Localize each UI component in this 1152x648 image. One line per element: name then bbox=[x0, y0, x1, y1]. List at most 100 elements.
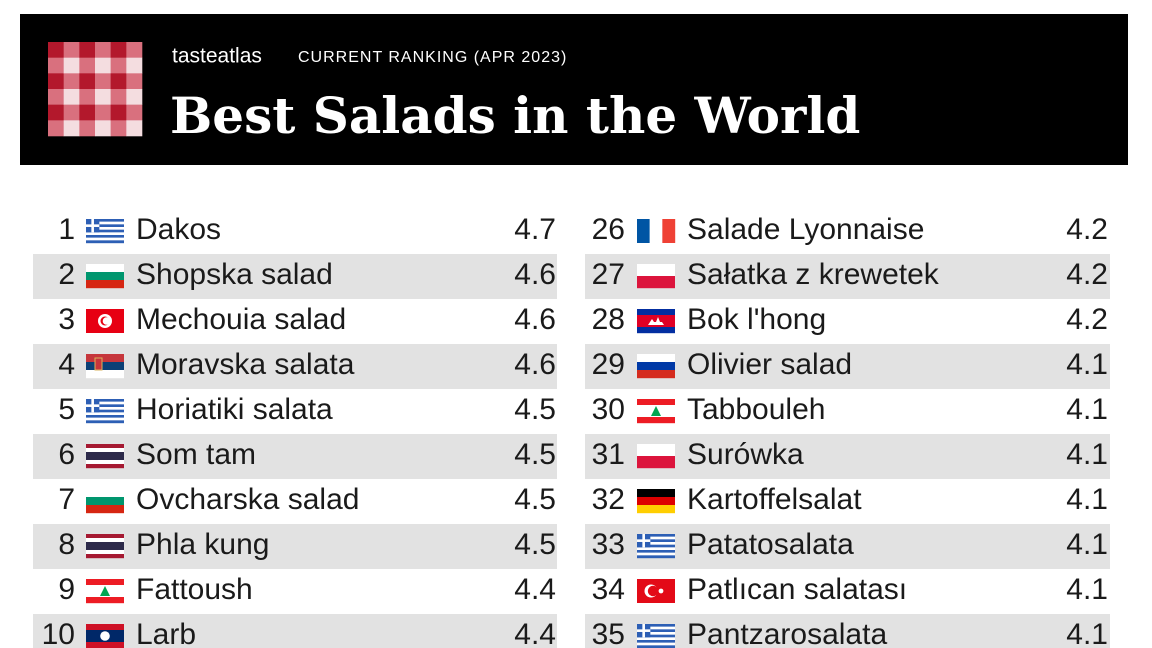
dish-name: Patatosalata bbox=[687, 528, 854, 561]
flag-stripe bbox=[86, 448, 124, 453]
flag-icon bbox=[637, 309, 675, 334]
flag-stripe bbox=[637, 624, 675, 627]
dish-name: Fattoush bbox=[136, 573, 253, 606]
flag-icon bbox=[637, 579, 675, 603]
flag-stripe bbox=[86, 280, 124, 289]
flag-stripe bbox=[86, 464, 124, 469]
flag-stripe bbox=[86, 224, 124, 228]
flag-stripe bbox=[637, 555, 675, 559]
rating: 4.1 bbox=[1066, 483, 1108, 516]
flag-stripe bbox=[637, 497, 675, 506]
rating: 4.1 bbox=[1066, 573, 1108, 606]
flag-stripe bbox=[86, 554, 124, 559]
flag-icon bbox=[637, 534, 675, 559]
rank: 34 bbox=[592, 573, 625, 606]
flag-stripe bbox=[637, 417, 675, 424]
flag-stripe bbox=[86, 550, 124, 555]
rating: 4.2 bbox=[1066, 303, 1108, 336]
rating: 4.4 bbox=[514, 573, 556, 606]
flag-part bbox=[100, 586, 110, 596]
flag-part bbox=[642, 534, 645, 548]
rating: 4.1 bbox=[1066, 618, 1108, 648]
dish-name: Sałatka z krewetek bbox=[687, 258, 940, 291]
flag-stripe bbox=[86, 221, 124, 225]
rank: 4 bbox=[58, 348, 75, 381]
logo-cell bbox=[126, 57, 143, 74]
flag-stripe bbox=[637, 626, 675, 630]
dish-name: Shopska salad bbox=[136, 258, 333, 291]
flag-stripe bbox=[86, 412, 124, 416]
rating: 4.2 bbox=[1066, 213, 1108, 246]
table-row: 27 Sałatka z krewetek 4.2 bbox=[585, 254, 1110, 299]
flag-stripe bbox=[86, 362, 124, 371]
flag-stripe bbox=[86, 497, 124, 506]
table-row: 26 Salade Lyonnaise 4.2 bbox=[592, 213, 1108, 246]
flag-stripe bbox=[637, 219, 650, 243]
rating: 4.6 bbox=[514, 348, 556, 381]
logo-cell bbox=[95, 42, 111, 58]
rating: 4.6 bbox=[514, 303, 556, 336]
logo-cell bbox=[48, 104, 64, 121]
dish-name: Dakos bbox=[136, 213, 221, 246]
flag-icon bbox=[637, 354, 675, 379]
logo-cell bbox=[63, 104, 80, 121]
flag-part bbox=[658, 588, 664, 594]
table-row: 10 Larb 4.4 bbox=[33, 614, 557, 648]
logo-cell bbox=[126, 104, 143, 121]
rating: 4.5 bbox=[514, 438, 556, 471]
flag-stripe bbox=[86, 505, 124, 514]
logo-cell bbox=[79, 42, 96, 58]
logo-cell bbox=[48, 42, 64, 58]
flag-icon bbox=[637, 399, 675, 424]
flag-icon bbox=[86, 264, 124, 289]
rating: 4.2 bbox=[1066, 258, 1108, 291]
header-band bbox=[20, 14, 1128, 165]
flag-icon bbox=[86, 219, 124, 244]
flag-stripe bbox=[86, 219, 124, 222]
flag-stripe bbox=[637, 362, 675, 371]
table-row: 2 Shopska salad 4.6 bbox=[33, 254, 557, 299]
rank: 8 bbox=[58, 528, 75, 561]
flag-icon bbox=[86, 624, 124, 648]
flag-part bbox=[642, 624, 645, 638]
rank: 26 bbox=[592, 213, 625, 246]
flag-stripe bbox=[86, 489, 124, 498]
logo-cell bbox=[126, 120, 143, 137]
table-row: 8 Phla kung 4.5 bbox=[33, 524, 557, 569]
flag-stripe bbox=[86, 264, 124, 273]
flag-stripe bbox=[637, 370, 675, 379]
brand: tasteatlas bbox=[172, 45, 262, 68]
flag-stripe bbox=[637, 552, 675, 556]
flag-stripe bbox=[86, 534, 124, 539]
flag-stripe bbox=[86, 407, 124, 410]
logo-cell bbox=[48, 89, 64, 105]
flag-stripe bbox=[86, 597, 124, 604]
flag-stripe bbox=[86, 232, 124, 236]
logo-cell bbox=[79, 73, 96, 90]
flag-stripe bbox=[86, 229, 124, 233]
rank: 5 bbox=[58, 393, 75, 426]
logo-cell bbox=[126, 89, 143, 105]
flag-stripe bbox=[86, 542, 124, 551]
flag-stripe bbox=[637, 634, 675, 638]
flag-stripe bbox=[86, 417, 124, 421]
flag-icon bbox=[637, 489, 675, 514]
logo-cell bbox=[79, 120, 96, 137]
logo-cell bbox=[126, 73, 143, 90]
flag-icon bbox=[86, 534, 124, 559]
flag-stripe bbox=[637, 534, 675, 537]
flag-stripe bbox=[86, 579, 124, 586]
table-row: 31 Surówka 4.1 bbox=[585, 434, 1110, 479]
rank: 3 bbox=[58, 303, 75, 336]
flag-stripe bbox=[637, 264, 675, 277]
logo-cell bbox=[79, 57, 96, 74]
flag-stripe bbox=[86, 354, 124, 363]
dish-name: Bok l'hong bbox=[687, 303, 826, 336]
dish-name: Pantzarosalata bbox=[687, 618, 887, 648]
flag-stripe bbox=[637, 505, 675, 514]
table-row: 1 Dakos 4.7 bbox=[58, 213, 556, 246]
flag-icon bbox=[637, 624, 675, 648]
rating: 4.1 bbox=[1066, 348, 1108, 381]
flag-stripe bbox=[637, 544, 675, 548]
